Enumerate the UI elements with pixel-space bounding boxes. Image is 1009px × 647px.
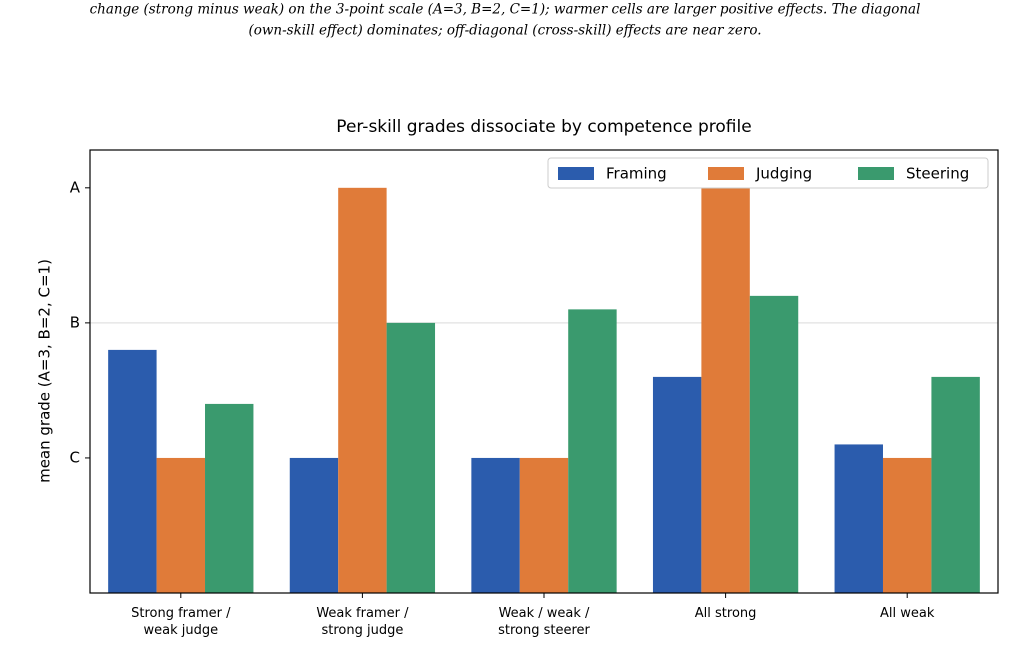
bar bbox=[931, 376, 980, 593]
legend: Framing Judging Steering bbox=[547, 157, 989, 189]
bar bbox=[652, 376, 702, 593]
bar bbox=[701, 187, 750, 593]
x-tick-label: Weak framer / strong judge bbox=[316, 606, 409, 638]
bar bbox=[205, 403, 254, 593]
chart-title: Per-skill grades dissociate by competenc… bbox=[336, 117, 751, 137]
bar bbox=[156, 457, 206, 593]
y-axis-label: mean grade (A=3, B=2, C=1) bbox=[36, 259, 54, 483]
x-tick-label: Weak / weak / strong steerer bbox=[498, 606, 590, 638]
legend-label: Judging bbox=[755, 165, 812, 183]
bar bbox=[519, 457, 569, 593]
legend-frame bbox=[547, 157, 989, 189]
bar bbox=[749, 295, 799, 593]
legend-swatch bbox=[708, 167, 744, 180]
y-tick-label: B bbox=[70, 313, 80, 331]
bar bbox=[471, 457, 520, 593]
bar bbox=[108, 349, 157, 593]
bar bbox=[882, 457, 932, 593]
y-tick-label: A bbox=[70, 178, 81, 196]
x-tick-label: Strong framer / weak judge bbox=[131, 606, 231, 638]
legend-swatch bbox=[558, 167, 594, 180]
bar bbox=[289, 457, 339, 593]
x-tick-label: All strong bbox=[695, 606, 757, 621]
bar bbox=[834, 444, 883, 593]
caption-line: (own-skill effect) dominates; off-diagon… bbox=[248, 23, 761, 39]
bar bbox=[338, 187, 387, 593]
legend-label: Steering bbox=[906, 165, 969, 183]
bar bbox=[386, 322, 436, 593]
plot-frame bbox=[89, 149, 999, 594]
y-tick-label: C bbox=[70, 448, 80, 466]
x-tick-label: All weak bbox=[880, 606, 935, 621]
legend-label: Framing bbox=[606, 165, 667, 183]
bar bbox=[568, 309, 617, 593]
caption-line: change (strong minus weak) on the 3-poin… bbox=[90, 2, 921, 18]
legend-swatch bbox=[858, 167, 894, 180]
